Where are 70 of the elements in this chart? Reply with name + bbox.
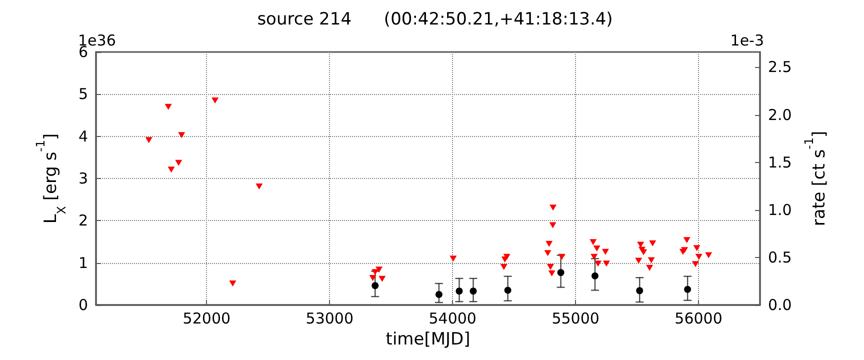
x-tick-label: 56000 xyxy=(674,310,722,328)
y-tick-label: 1 xyxy=(78,254,88,272)
point xyxy=(178,132,186,138)
point xyxy=(503,254,510,260)
point xyxy=(145,137,152,144)
point xyxy=(500,264,508,270)
point xyxy=(593,245,600,252)
point xyxy=(683,237,690,244)
point xyxy=(590,239,597,246)
point xyxy=(372,269,379,276)
x-axis-title: time[MJD] xyxy=(386,329,470,350)
point xyxy=(372,282,379,290)
point xyxy=(590,254,598,260)
point xyxy=(648,257,655,264)
y2-tick-label: 0.0 xyxy=(768,296,792,314)
point xyxy=(692,261,699,268)
point xyxy=(594,260,602,267)
point xyxy=(456,288,463,295)
point xyxy=(646,264,654,271)
point xyxy=(212,97,219,104)
point xyxy=(504,286,512,294)
point xyxy=(693,245,700,252)
point xyxy=(602,260,610,267)
point xyxy=(369,275,376,282)
point xyxy=(637,242,644,248)
point xyxy=(256,184,263,190)
y-tick-label: 4 xyxy=(78,127,88,146)
point xyxy=(548,270,556,276)
x-tick-label: 54000 xyxy=(428,310,476,328)
point xyxy=(168,166,175,173)
y2-axis-title: rate [ct s-1] xyxy=(802,130,830,226)
text: 1e-3 xyxy=(730,32,764,50)
point xyxy=(550,204,557,211)
point xyxy=(549,222,556,228)
point xyxy=(229,280,236,286)
y2-tick-label: 0.5 xyxy=(768,248,792,266)
y-tick-label: 2 xyxy=(78,212,88,230)
point xyxy=(546,240,553,247)
point xyxy=(635,258,642,264)
x-tick-label: 52000 xyxy=(182,310,231,328)
y-axis-title: LX [erg s-1] xyxy=(34,133,69,224)
y-tick-label: 3 xyxy=(78,170,88,188)
point xyxy=(684,286,692,293)
y2-tick-label: 1.0 xyxy=(768,200,792,219)
point xyxy=(378,276,386,282)
point xyxy=(636,287,644,294)
x-tick-label: 55000 xyxy=(552,310,600,328)
chart-title: source 214 (00:42:50.21,+41:18:13.4) xyxy=(257,10,613,30)
y2-tick-label: 2.0 xyxy=(768,106,792,124)
x-tick-label: 53000 xyxy=(306,310,354,328)
y2-tick-label: 1.5 xyxy=(768,153,792,172)
point xyxy=(705,252,712,258)
point xyxy=(640,249,648,256)
point xyxy=(557,269,564,276)
point xyxy=(558,254,566,260)
point xyxy=(470,288,477,295)
point xyxy=(695,254,702,260)
point xyxy=(544,250,552,256)
y-tick-label: 5 xyxy=(78,85,88,104)
point xyxy=(546,264,554,270)
point xyxy=(164,104,172,110)
y-tick-label: 0 xyxy=(78,296,88,314)
point xyxy=(435,290,442,298)
point xyxy=(591,272,598,280)
point xyxy=(602,248,609,255)
point xyxy=(175,160,182,166)
point xyxy=(376,266,383,273)
y2-tick-label: 2.5 xyxy=(768,58,792,76)
point xyxy=(450,256,457,262)
point xyxy=(649,240,656,246)
